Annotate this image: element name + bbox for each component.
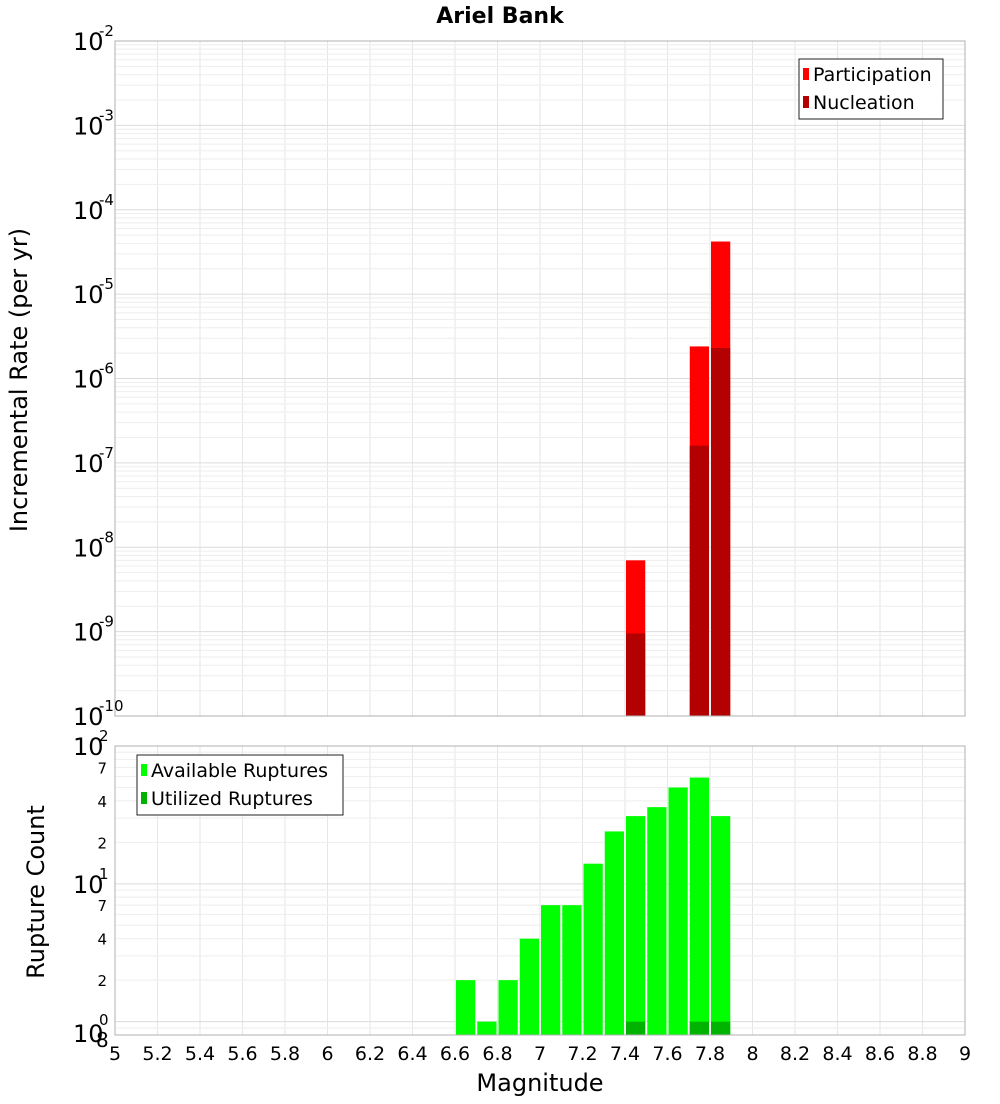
bar-utilized-ruptures-1: [689, 1021, 709, 1035]
x-tick-label: 8: [746, 1043, 758, 1065]
bottom-plot-frame: [114, 745, 966, 1036]
y-tick-exponent: 0: [99, 1011, 109, 1029]
y-tick-label: 10: [73, 112, 104, 140]
x-tick-label: 7.2: [567, 1043, 597, 1065]
bar-available-ruptures-0: [456, 980, 476, 1035]
x-tick-label: 7: [534, 1043, 546, 1065]
legend-swatch: [803, 68, 809, 80]
y-tick-exponent: -7: [99, 444, 114, 462]
x-tick-label: 5.2: [142, 1043, 172, 1065]
x-tick-label: 5.6: [227, 1043, 257, 1065]
bar-available-ruptures-5: [562, 905, 582, 1035]
y-tick-label: 10: [73, 1020, 104, 1048]
x-tick-label: 7.6: [652, 1043, 682, 1065]
legend-swatch: [803, 96, 809, 108]
y-tick-label: 10: [73, 619, 104, 647]
x-tick-label: 9: [959, 1043, 971, 1065]
bar-available-ruptures-8: [626, 816, 646, 1035]
bottom-grid: [114, 745, 966, 1036]
x-tick-label: 8.2: [780, 1043, 810, 1065]
y-tick-exponent: -10: [99, 697, 124, 715]
y-tick-label: 10: [73, 733, 104, 761]
bottom-bars: [456, 777, 731, 1035]
legend-entry-label: Utilized Ruptures: [151, 788, 313, 810]
y-tick-exponent: 1: [99, 865, 109, 883]
x-tick-label: 6.2: [355, 1043, 385, 1065]
legend-swatch: [141, 764, 147, 776]
x-tick-label: 7.4: [610, 1043, 640, 1065]
bar-available-ruptures-4: [541, 905, 561, 1035]
y-tick-label: 10: [73, 366, 104, 394]
bar-nucleation-0: [626, 633, 646, 716]
x-tick-label: 6.6: [440, 1043, 470, 1065]
y-tick-label: 10: [73, 450, 104, 478]
legend-box: [136, 754, 344, 816]
x-tick-label: 7.8: [695, 1043, 725, 1065]
top-plot-frame: [114, 40, 966, 717]
x-tick-label: 8.6: [865, 1043, 895, 1065]
x-axis-label: Magnitude: [476, 1069, 603, 1097]
bar-available-ruptures-3: [519, 938, 539, 1035]
bar-available-ruptures-11: [689, 777, 709, 1035]
bottom-legend: Available Ruptures Utilized Ruptures: [136, 754, 344, 816]
bar-available-ruptures-10: [668, 787, 688, 1035]
x-tick-label: 5.4: [185, 1043, 215, 1065]
legend-entry-label: Available Ruptures: [151, 760, 328, 782]
top-y-axis-label: Incremental Rate (per yr): [5, 228, 33, 532]
x-tick-label: 5.8: [270, 1043, 300, 1065]
y-tick-exponent: -2: [99, 22, 114, 40]
y-tick-label: 10: [73, 28, 104, 56]
legend-swatch: [141, 792, 147, 804]
bar-available-ruptures-1: [477, 1021, 497, 1035]
bar-utilized-ruptures-0: [626, 1021, 646, 1035]
y-tick-exponent: -8: [99, 528, 114, 546]
y-minor-tick-label: 7: [97, 897, 107, 915]
bar-available-ruptures-9: [647, 807, 667, 1035]
y-tick-label: 10: [73, 197, 104, 225]
y-tick-label: 10: [73, 871, 104, 899]
x-tick-label: 6.8: [482, 1043, 512, 1065]
y-tick-label: 10: [73, 281, 104, 309]
x-tick-label: 8.4: [822, 1043, 852, 1065]
y-minor-tick-label: 4: [97, 931, 107, 949]
bar-available-ruptures-12: [711, 816, 731, 1035]
y-tick-exponent: -3: [99, 106, 114, 124]
chart-title: Ariel Bank: [436, 4, 565, 29]
y-tick-label: 10: [73, 534, 104, 562]
bar-available-ruptures-6: [583, 863, 603, 1035]
y-tick-exponent: -4: [99, 191, 114, 209]
y-minor-tick-label: 4: [97, 793, 107, 811]
bar-nucleation-1: [689, 445, 709, 716]
y-minor-tick-label: 2: [97, 834, 107, 852]
y-tick-exponent: -9: [99, 613, 114, 631]
bottom-y-axis-label: Rupture Count: [22, 805, 50, 979]
legend-entry-label: Participation: [813, 64, 932, 86]
x-tick-label: 8.8: [907, 1043, 937, 1065]
x-tick-label: 5: [109, 1043, 121, 1065]
y-tick-exponent: -5: [99, 275, 114, 293]
legend-box: [798, 58, 944, 120]
x-tick-labels: 5 5.2 5.4 5.6 5.8 6 6.2 6.4 6.6 6.8 7 7.2 7.4 7.6 7.8 8…: [109, 1043, 971, 1065]
y-tick-extra: 8: [96, 1028, 109, 1052]
bar-utilized-ruptures-2: [711, 1021, 731, 1035]
bar-nucleation-2: [711, 347, 731, 716]
top-legend: Participation Nucleation: [798, 58, 944, 120]
bar-available-ruptures-2: [498, 980, 518, 1035]
x-tick-label: 6.4: [397, 1043, 427, 1065]
y-minor-tick-label: 7: [97, 759, 107, 777]
top-bars: [626, 241, 731, 717]
bar-available-ruptures-7: [604, 831, 624, 1035]
top-grid: [114, 41, 966, 717]
y-tick-label: 10: [73, 703, 104, 731]
y-tick-exponent: -6: [99, 360, 114, 378]
legend-entry-label: Nucleation: [813, 92, 915, 114]
y-minor-tick-label: 2: [97, 972, 107, 990]
x-tick-label: 6: [321, 1043, 333, 1065]
y-tick-exponent: 2: [99, 727, 109, 745]
